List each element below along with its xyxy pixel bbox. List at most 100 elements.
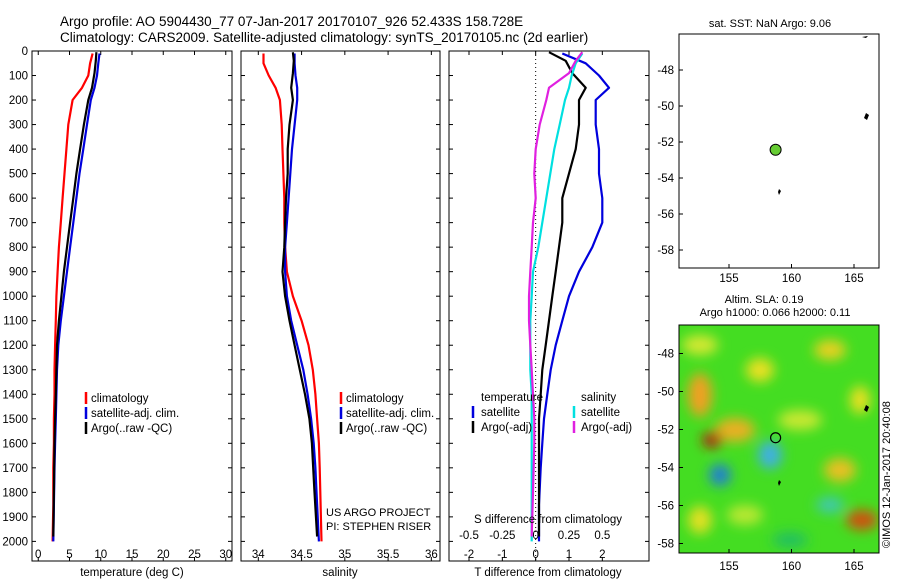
legend-title-salinity: salinity: [581, 392, 616, 404]
series-line-3: [529, 52, 584, 542]
s-tick-label: 0.25: [558, 530, 580, 542]
difference-axes-box: [448, 50, 650, 562]
temperature-x-label: temperature (deg C): [80, 567, 184, 579]
sla-y-tick-label: -50: [657, 387, 674, 399]
x-tick-label: 20: [157, 549, 170, 561]
sla-title-line-2: Argo h1000: 0.066 h2000: 0.11: [700, 307, 851, 319]
x-tick-label: 34.5: [290, 549, 312, 561]
x-tick-label: 35: [338, 549, 351, 561]
s-tick-label: -0.5: [459, 530, 479, 542]
sla-title-line-1: Altim. SLA: 0.19: [725, 294, 804, 306]
s-difference-label: S difference from climatology: [474, 514, 622, 526]
map-x-tick-label: 155: [719, 273, 738, 285]
series-line-4: [527, 51, 584, 537]
salinity-profiles: [262, 52, 323, 542]
sla-anomaly: [758, 441, 782, 469]
t-difference-label: T difference from climatology: [474, 567, 621, 579]
x-tick-label: 34: [252, 549, 265, 561]
sla-y-tick-label: -48: [657, 349, 674, 361]
sla-anomaly: [682, 335, 718, 355]
x-tick-label: 5: [66, 549, 72, 561]
legend-label-satellite: satellite-adj. clim.: [346, 408, 434, 420]
legend-label-temp-satellite: satellite: [481, 407, 520, 419]
legend-label-climatology: climatology: [91, 393, 149, 405]
temperature-legend: climatology satellite-adj. clim. Argo(..…: [84, 392, 179, 435]
sla-anomaly: [746, 358, 774, 382]
x-tick-label: 35.5: [377, 549, 399, 561]
legend-title-temperature: temperature: [481, 392, 543, 404]
sla-x-tick-label: 160: [782, 561, 801, 573]
series-line-2: [537, 51, 587, 537]
salinity-x-label: salinity: [322, 567, 357, 579]
temperature-axes-box: [31, 50, 233, 562]
x-tick-label: 1: [566, 549, 572, 561]
map-y-tick-label: -50: [657, 101, 674, 113]
salinity-panel: 34 34.5 35 35.5 36 climatology satellite-adj…: [240, 50, 441, 579]
y-tick-label: 1300: [2, 365, 28, 377]
argo-location-marker: [769, 143, 782, 156]
sst-title: sat. SST: NaN Argo: 9.06: [709, 18, 831, 30]
y-tick-label: 600: [9, 193, 28, 205]
sla-anomaly: [688, 506, 712, 534]
legend-label-satellite: satellite-adj. clim.: [91, 408, 179, 420]
salinity-depth-ticks: [241, 50, 440, 542]
y-tick-label: 300: [9, 120, 28, 132]
legend-label-temp-argo: Argo(-adj): [481, 422, 532, 434]
difference-profiles: [527, 51, 611, 542]
y-tick-label: 2000: [2, 536, 28, 548]
sla-anomaly: [772, 532, 808, 548]
series-line-2: [284, 53, 320, 542]
map-y-tick-label: -58: [657, 245, 674, 257]
sla-y-tick-label: -58: [657, 539, 674, 551]
island-north: [862, 36, 868, 38]
sla-anomaly: [709, 464, 731, 486]
y-tick-label: 1900: [2, 512, 28, 524]
y-tick-label: 0: [22, 46, 28, 58]
map-features: [769, 36, 869, 195]
project-annotation: US ARGO PROJECT: [326, 507, 431, 519]
y-tick-label: 900: [9, 267, 28, 279]
y-tick-label: 700: [9, 218, 28, 230]
x-tick-label: 0: [532, 549, 538, 561]
sla-anomaly: [850, 386, 870, 414]
salinity-x-axis: 34 34.5 35 35.5 36: [252, 51, 438, 561]
sla-anomaly: [727, 505, 763, 525]
x-tick-label: 15: [126, 549, 139, 561]
y-tick-label: 1800: [2, 487, 28, 499]
sla-anomaly: [814, 340, 846, 360]
y-tick-label: 1100: [3, 316, 28, 328]
salinity-axes-box: [240, 50, 441, 562]
legend-label-sal-argo: Argo(-adj): [581, 422, 632, 434]
sla-map: Altim. SLA: 0.19 Argo h1000: 0.066 h2000…: [657, 294, 893, 573]
island-macquarie: [864, 113, 869, 120]
sla-y-tick-label: -56: [657, 501, 674, 513]
difference-panel: -2 -1 0 1 2 -0.5 -0.25 0 0.25 0.5 temperature sa…: [448, 50, 650, 579]
s-difference-axis: -0.5 -0.25 0 0.25 0.5: [459, 530, 610, 542]
island-small: [778, 189, 781, 195]
difference-depth-ticks: [449, 50, 649, 542]
x-tick-label: 2: [599, 549, 605, 561]
y-tick-label: 500: [9, 169, 28, 181]
map-x-tick-label: 165: [844, 273, 863, 285]
pi-annotation: PI: STEPHEN RISER: [326, 521, 431, 533]
sla-axes: 155 160 165 -48 -50 -52 -54 -56 -58: [657, 349, 863, 574]
s-tick-label: -0.25: [489, 530, 515, 542]
x-tick-label: 30: [219, 549, 232, 561]
sla-x-tick-label: 155: [719, 561, 738, 573]
salinity-legend: climatology satellite-adj. clim. Argo(..…: [339, 392, 434, 435]
s-tick-label: 0.5: [594, 530, 610, 542]
y-tick-label: 400: [9, 144, 28, 156]
s-tick-label: 0: [532, 530, 538, 542]
location-map: sat. SST: NaN Argo: 9.06 155 160 165 -48 -50…: [657, 18, 880, 285]
y-tick-label: 1600: [2, 438, 28, 450]
difference-legend: temperature satellite Argo(-adj) salinit…: [471, 392, 632, 434]
y-tick-label: 1000: [2, 291, 28, 303]
sla-anomaly: [702, 432, 722, 448]
t-difference-x-axis: -2 -1 0 1 2: [464, 51, 606, 561]
sla-anomaly: [824, 458, 856, 482]
y-tick-label: 800: [9, 242, 28, 254]
temperature-profiles: [51, 52, 101, 542]
temperature-x-axis: 0 5 10 15 20 25 30: [35, 51, 232, 561]
